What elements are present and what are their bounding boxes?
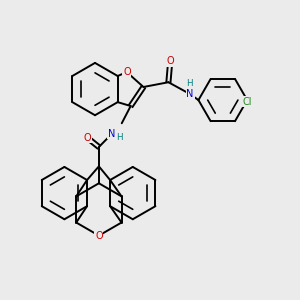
Text: O: O: [123, 67, 130, 77]
Text: O: O: [167, 56, 174, 66]
Text: H: H: [116, 133, 123, 142]
Text: N: N: [186, 89, 194, 99]
Text: O: O: [83, 133, 91, 142]
Text: N: N: [108, 129, 116, 139]
Text: H: H: [186, 79, 193, 88]
Text: Cl: Cl: [242, 97, 252, 106]
Text: O: O: [95, 231, 103, 241]
